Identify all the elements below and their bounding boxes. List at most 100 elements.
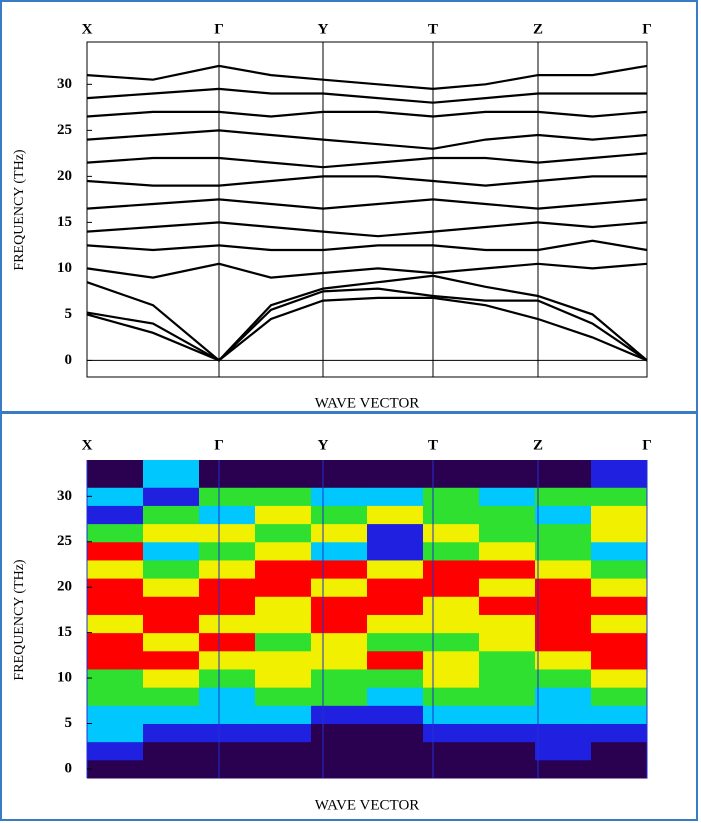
heat-cell: [311, 460, 368, 488]
heat-cell: [87, 487, 144, 506]
heat-cell: [591, 723, 648, 743]
heat-cell: [535, 723, 592, 743]
heat-cell: [255, 759, 312, 779]
heat-cell: [423, 559, 480, 579]
band-line: [86, 239, 648, 252]
heat-cell: [199, 460, 256, 488]
y-tick-label: 5: [65, 306, 73, 322]
heat-cell: [479, 650, 536, 670]
heat-cell: [591, 487, 648, 506]
panel-frame: [0, 412, 698, 821]
heat-cell: [479, 759, 536, 779]
heat-cell: [423, 460, 480, 488]
heat-cell: [423, 596, 480, 615]
heat-cell: [199, 559, 256, 579]
heat-cell: [423, 523, 480, 543]
heat-cell: [591, 668, 648, 688]
heat-cell: [535, 559, 592, 579]
heat-cell: [423, 614, 480, 634]
heat-cell: [423, 668, 480, 688]
heat-cell: [311, 741, 368, 761]
band-line: [86, 262, 648, 279]
heat-cell: [591, 632, 648, 652]
heat-cell: [199, 505, 256, 525]
heat-cell: [311, 523, 368, 543]
x-tick-label: Z: [533, 437, 543, 453]
heat-cell: [479, 741, 536, 761]
heat-cell: [87, 614, 144, 634]
heat-cell: [591, 650, 648, 670]
heat-cell: [143, 741, 200, 761]
heat-cell: [367, 578, 424, 597]
band-line: [86, 152, 648, 169]
heat-cell: [87, 650, 144, 670]
heat-cell: [143, 596, 200, 615]
y-axis-label: FREQUENCY (THz): [12, 559, 27, 681]
heat-cell: [535, 632, 592, 652]
heat-cell: [87, 687, 144, 706]
heat-cell: [423, 705, 480, 724]
heat-cell: [199, 578, 256, 597]
heat-cell: [87, 723, 144, 743]
heat-cell: [199, 759, 256, 779]
x-tick-label: Y: [318, 21, 329, 37]
y-tick-label: 25: [57, 122, 72, 138]
y-tick-label: 10: [57, 669, 72, 685]
heat-cell: [311, 650, 368, 670]
heat-cell: [591, 505, 648, 525]
band-line: [86, 175, 647, 187]
x-tick-label: T: [428, 437, 438, 453]
heat-cell: [87, 705, 144, 724]
heat-cell: [423, 741, 480, 761]
heat-cell: [479, 523, 536, 543]
heat-cell: [311, 668, 368, 688]
heat-cell: [535, 541, 592, 561]
band-line: [86, 274, 648, 362]
heat-cell: [535, 596, 592, 615]
heat-cell: [423, 723, 480, 743]
heat-cell: [255, 487, 312, 506]
heat-cell: [199, 614, 256, 634]
heat-cell: [535, 759, 592, 779]
heat-cell: [255, 687, 312, 706]
heat-cell: [479, 687, 536, 706]
x-tick-label: Γ: [642, 437, 652, 453]
heat-cell: [535, 650, 592, 670]
heat-cell: [87, 759, 144, 779]
heat-cell: [87, 460, 144, 488]
heat-cell: [87, 505, 144, 525]
heat-cell: [367, 505, 424, 525]
band-line: [86, 64, 648, 91]
heat-cell: [199, 668, 256, 688]
heat-cell: [479, 668, 536, 688]
heat-cell: [311, 559, 368, 579]
x-tick-label: Γ: [642, 21, 652, 37]
y-tick-label: 5: [65, 715, 73, 731]
y-tick-label: 20: [57, 168, 72, 184]
heat-cell: [479, 614, 536, 634]
heat-cell: [87, 578, 144, 597]
heat-cell: [143, 505, 200, 525]
heat-cell: [367, 596, 424, 615]
heat-cell: [143, 541, 200, 561]
heat-cell: [423, 650, 480, 670]
x-tick-label: Z: [533, 21, 543, 37]
heat-cell: [535, 741, 592, 761]
heat-cell: [311, 541, 368, 561]
heat-cell: [591, 523, 648, 543]
heat-cell: [367, 687, 424, 706]
heat-cell: [255, 668, 312, 688]
y-tick-label: 15: [57, 624, 72, 640]
heat-cell: [311, 687, 368, 706]
heat-cell: [535, 687, 592, 706]
heat-cell: [143, 578, 200, 597]
heat-cell: [255, 596, 312, 615]
x-tick-label: Y: [318, 437, 329, 453]
heat-cell: [255, 614, 312, 634]
heat-cell: [255, 541, 312, 561]
heat-cell: [479, 487, 536, 506]
heat-cell: [591, 687, 648, 706]
heat-cell: [367, 523, 424, 543]
heat-cell: [143, 632, 200, 652]
heat-cell: [255, 559, 312, 579]
